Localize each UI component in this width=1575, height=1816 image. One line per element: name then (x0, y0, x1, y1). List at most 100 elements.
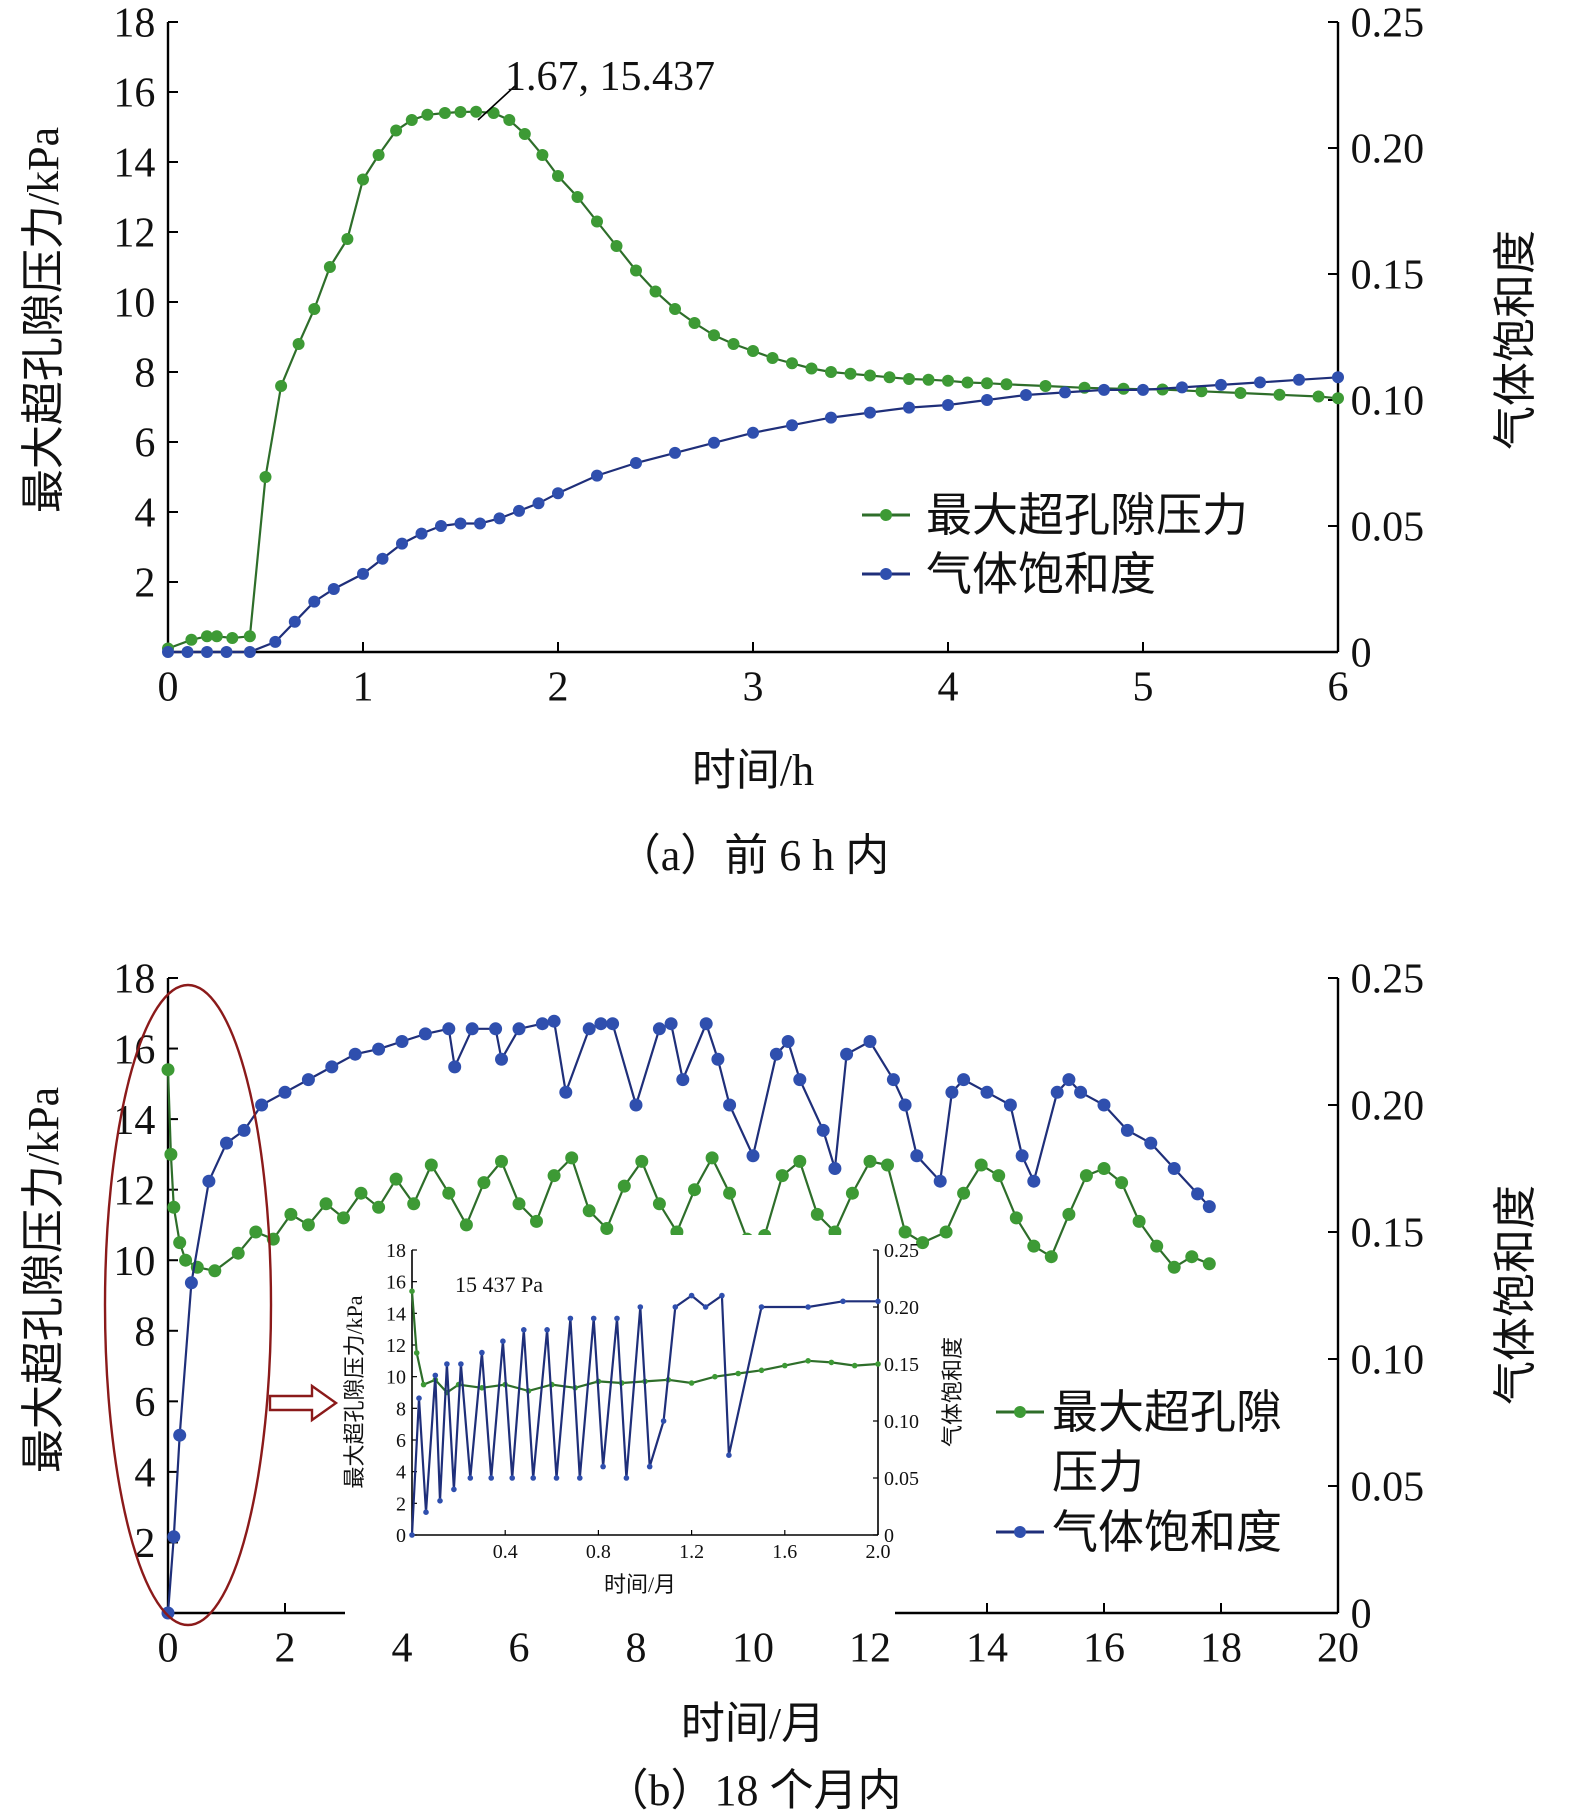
panel-a-pressure-point (372, 149, 385, 161)
panel-b-x-tick-label: 16 (1083, 1625, 1125, 1671)
panel-b-x-axis-title: 时间/月 (681, 1699, 825, 1748)
inset-x-tick-label: 0.8 (586, 1541, 611, 1563)
panel-a-y-right-tick-label: 0.25 (1351, 1, 1425, 47)
panel-a-pressure-point (591, 215, 603, 228)
panel-a-y-right-tick-label: 0.20 (1351, 127, 1425, 173)
panel-a-saturation-point (942, 399, 954, 411)
panel-b-saturation-point (1015, 1149, 1029, 1163)
inset-y-left-tick-label: 8 (396, 1398, 406, 1420)
panel-b-saturation-point (1003, 1098, 1017, 1112)
panel-a-saturation-point (162, 646, 174, 658)
panel-b-pressure-point (957, 1186, 971, 1200)
panel-a-y-left-tick-label: 14 (113, 141, 155, 187)
inset-y-right-tick-label: 0 (884, 1525, 894, 1547)
inset-y-right-tick-label: 0.20 (884, 1297, 919, 1319)
panel-a-y-right-tick-label: 0 (1351, 631, 1372, 677)
panel-a-x-tick-label: 4 (938, 664, 959, 710)
inset-saturation-point (467, 1475, 474, 1481)
panel-a-saturation-point (435, 520, 447, 532)
panel-a-saturation-point (201, 646, 213, 658)
panel-a-pressure-point (708, 329, 720, 342)
inset-saturation-point (726, 1452, 732, 1458)
panel-b-y-right-tick-label: 0.10 (1351, 1338, 1425, 1384)
panel-a-saturation-point (396, 537, 408, 550)
panel-b-saturation-point (202, 1174, 216, 1188)
panel-b-saturation-point (1097, 1098, 1111, 1112)
inset-saturation-point (646, 1463, 653, 1470)
panel-a-saturation-point (1254, 376, 1266, 389)
inset-y-right-tick-label: 0.15 (884, 1354, 919, 1376)
panel-a-legend-label-pressure: 最大超孔隙压力 (926, 490, 1248, 541)
panel-a-pressure-point (357, 173, 369, 186)
panel-b-pressure-point (617, 1179, 631, 1193)
panel-a-pressure-point (1195, 385, 1208, 398)
inset-background (345, 1235, 895, 1620)
panel-a-pressure-point (942, 374, 954, 387)
panel-b-y-left-tick-label: 6 (134, 1380, 155, 1426)
panel-a-x-tick-label: 1 (353, 664, 374, 710)
panel-b-saturation-point (372, 1042, 386, 1056)
panel-b-pressure-point (442, 1186, 456, 1200)
inset-right-axis-title: 气体饱和度 (940, 1337, 965, 1447)
panel-a-y-left-tick-label: 12 (113, 211, 155, 257)
panel-a-left-axis-title: 最大超孔隙压力/kPa (19, 127, 68, 513)
panel-a-saturation-point (981, 394, 993, 406)
panel-a-pressure-point (536, 149, 549, 161)
panel-b-saturation-point (676, 1073, 690, 1087)
panel-b-pressure-point (565, 1151, 579, 1165)
inset-y-left-tick-label: 10 (386, 1367, 406, 1389)
inset-saturation-point (437, 1498, 443, 1504)
panel-a-pressure-point (323, 261, 336, 273)
panel-a-saturation-point (903, 401, 915, 414)
panel-b-saturation-point (711, 1052, 725, 1066)
panel-a-x-tick-label: 2 (548, 664, 569, 710)
inset-saturation-point (688, 1292, 695, 1299)
panel-b-saturation-point (582, 1022, 596, 1036)
panel-a-y-right-tick-label: 0.10 (1351, 379, 1425, 425)
inset-pressure-point (409, 1288, 415, 1294)
inset-saturation-point (719, 1292, 725, 1299)
panel-b-y-right-tick-label: 0 (1351, 1592, 1372, 1638)
panel-a-pressure-point (1273, 388, 1286, 401)
panel-b-pressure-point (1167, 1260, 1181, 1274)
panel-b-pressure-point (301, 1218, 315, 1232)
panel-b-saturation-point (1050, 1085, 1064, 1099)
inset-y-right-tick-label: 0.10 (884, 1411, 919, 1433)
inset-saturation-point (637, 1304, 644, 1310)
panel-b-pressure-point (512, 1197, 526, 1211)
panel-a-pressure-point (259, 471, 272, 483)
panel-b-y-left-tick-label: 8 (134, 1309, 155, 1355)
inset-y-right-tick-label: 0.05 (884, 1468, 919, 1490)
panel-b-saturation-point (184, 1276, 198, 1290)
panel-b-pressure-point (974, 1158, 988, 1172)
panel-a-pressure-point (669, 303, 681, 315)
panel-a-saturation-point (493, 512, 506, 525)
panel-b-pressure-point (337, 1211, 350, 1225)
panel-b-y-left-tick-label: 2 (134, 1521, 155, 1567)
panel-a-pressure-point (630, 264, 642, 277)
panel-b-saturation-point (594, 1017, 608, 1031)
panel-a-saturation-point (552, 487, 564, 500)
panel-b-legend-label-saturation: 气体饱和度 (1052, 1507, 1282, 1558)
inset-saturation-point (544, 1327, 550, 1333)
panel-b-pressure-point (167, 1200, 181, 1214)
panel-a-pressure-point (421, 108, 434, 121)
panel-a-peak-annotation: 1.67, 15.437 (505, 54, 715, 100)
panel-a-saturation-point (327, 583, 340, 595)
panel-a-series-pressure-line (167, 110, 1339, 650)
panel-b-legend-marker-saturation (1014, 1526, 1026, 1538)
panel-a-y-left-tick-label: 16 (113, 71, 155, 117)
inset-left-axis-title: 最大超孔隙压力/kPa (342, 1295, 367, 1488)
panel-b-saturation-point (559, 1085, 573, 1099)
panel-a-pressure-point (1234, 387, 1247, 399)
panel-b-x-tick-label: 14 (966, 1625, 1008, 1671)
panel-b-pressure-point (208, 1264, 222, 1278)
panel-b-pressure-point (898, 1225, 912, 1239)
panel-a-pressure-point (1332, 392, 1344, 405)
panel-a-saturation-point (1176, 381, 1188, 394)
panel-a-plot-area (162, 105, 1344, 658)
inset-x-tick-label: 0.4 (493, 1541, 518, 1563)
panel-a-y-right-tick-label: 0.05 (1351, 505, 1425, 551)
panel-a-saturation-point (308, 595, 321, 608)
panel-b-saturation-point (828, 1162, 842, 1175)
